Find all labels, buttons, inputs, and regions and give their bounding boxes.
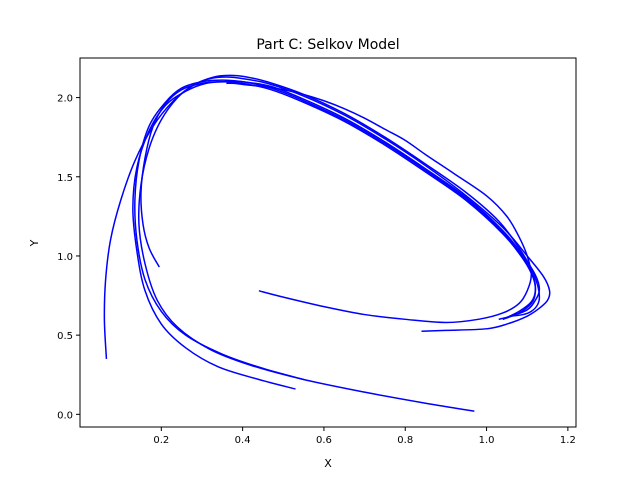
y-tick-label: 0.5 [57, 331, 73, 342]
y-tick-label: 1.0 [57, 252, 73, 263]
x-tick-label: 1.0 [479, 435, 495, 446]
x-tick-label: 0.4 [235, 435, 251, 446]
trajectory-line-6 [226, 82, 533, 324]
x-tick-label: 0.2 [153, 435, 169, 446]
trajectory-line-2 [137, 76, 551, 412]
x-tick-label: 0.8 [397, 435, 413, 446]
x-axis-ticks: 0.2 0.4 0.6 0.8 1.0 1.2 [153, 427, 576, 446]
y-axis-ticks: 0.0 0.5 1.0 1.5 2.0 [57, 94, 80, 421]
trajectory-line-5 [140, 81, 537, 321]
y-tick-label: 1.5 [57, 173, 73, 184]
x-tick-label: 1.2 [560, 435, 576, 446]
chart-title: Part C: Selkov Model [256, 37, 399, 53]
y-tick-label: 2.0 [57, 94, 73, 105]
trajectory-line-4 [132, 80, 537, 390]
plot-frame [79, 57, 577, 428]
x-tick-label: 0.6 [316, 435, 332, 446]
y-tick-label: 0.0 [57, 410, 73, 421]
plot-lines [103, 74, 551, 412]
y-axis-label: Y [28, 239, 41, 247]
x-axis-label: X [324, 457, 332, 470]
